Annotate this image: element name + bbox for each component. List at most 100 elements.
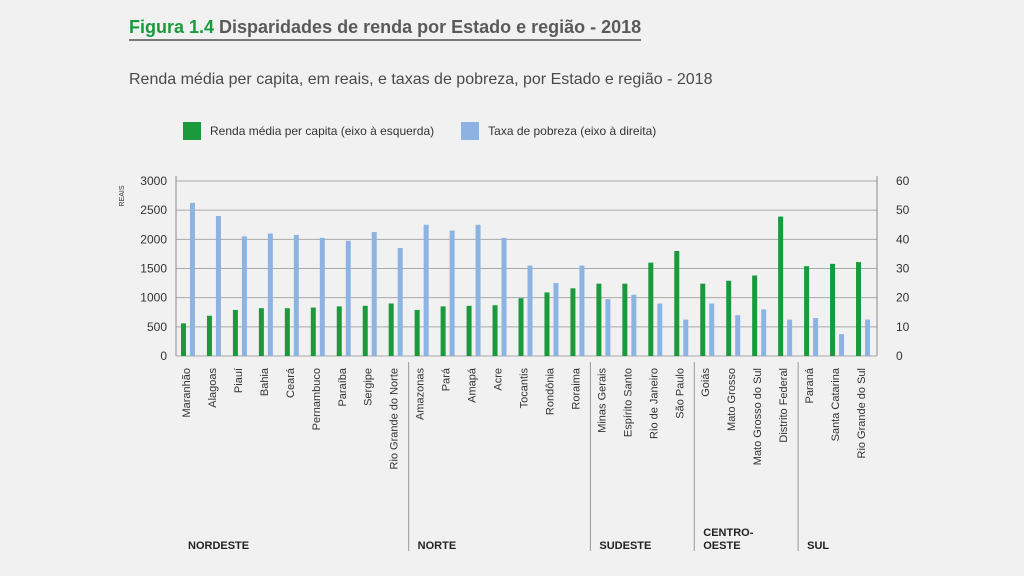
bar-poverty [683,319,689,356]
x-tick-label: Bahia [259,367,271,396]
bar-poverty [553,283,559,356]
bar-income [492,305,498,356]
x-tick-label: Santa Catarina [830,367,842,441]
x-tick-label: Ceará [285,367,297,398]
y-right-tick-label: 40 [896,232,910,246]
legend-item-poverty: Taxa de pobreza (eixo à direita) [461,122,656,140]
bar-poverty [579,265,585,356]
bar-income [596,283,602,356]
x-tick-label: Mato Grosso [726,368,738,431]
x-tick-label: Sergipe [363,368,375,406]
bar-income [544,292,550,356]
bar-poverty [631,294,637,356]
bar-income [258,308,264,356]
bar-income [570,288,576,356]
x-tick-label: Roraima [570,367,582,409]
y-left-tick-label: 3000 [140,174,167,188]
x-tick-label: Paraíba [337,367,349,406]
bar-income [856,262,862,356]
figure-title: Figura 1.4 Disparidades de renda por Esta… [129,17,642,41]
y-left-tick-label: 0 [160,349,167,363]
bar-poverty [319,237,325,356]
group-label: NORDESTE [188,540,249,552]
bar-poverty [735,315,741,356]
bar-income [284,308,290,356]
bar-poverty [397,248,403,356]
group-label: OESTE [703,540,740,552]
bar-poverty [501,237,507,356]
bar-poverty [293,234,299,356]
x-tick-label: Amazonas [415,368,427,420]
y-right-tick-label: 0 [896,349,903,363]
x-tick-label: São Paulo [674,368,686,419]
x-tick-label: Pará [441,367,453,391]
y-left-tick-label: 500 [147,320,167,334]
bar-poverty [371,232,377,356]
x-tick-label: Alagoas [207,368,219,408]
x-tick-label: Rio Grande do Sul [856,368,868,459]
bar-poverty [475,224,481,356]
x-tick-label: Acre [493,368,505,391]
y-right-tick-label: 10 [896,320,910,334]
bar-income [440,306,446,356]
bar-income [622,283,628,356]
bar-income [414,309,420,356]
x-tick-label: Rio de Janeiro [648,368,660,439]
bar-poverty [813,318,819,356]
y-left-tick-label: 2000 [140,232,167,246]
bar-poverty [865,319,871,356]
bar-poverty [709,303,715,356]
x-tick-label: Piauí [233,368,245,393]
bar-poverty [449,230,455,356]
y-left-tick-label: 1500 [140,262,167,276]
bar-poverty [267,233,273,356]
y-right-tick-label: 30 [896,262,910,276]
y-right-tick-label: 20 [896,291,910,305]
bar-income [232,309,238,356]
bar-income [700,283,706,356]
bar-income [310,307,316,356]
bar-poverty [605,299,611,356]
legend-item-income: Renda média per capita (eixo à esquerda) [183,122,434,140]
bar-income [362,305,368,356]
x-tick-label: Amapá [467,367,479,403]
group-label: NORTE [418,540,457,552]
x-tick-label: Espírito Santo [622,368,634,437]
legend-swatch-poverty [461,122,480,140]
x-tick-label: Goiás [700,368,712,397]
figure-title-text: Disparidades de renda por Estado e regiã… [219,17,642,37]
y-right-tick-label: 60 [896,174,910,188]
chart-legend: Renda média per capita (eixo à esquerda)… [183,122,683,140]
bar-poverty [761,309,767,356]
legend-label-income: Renda média per capita (eixo à esquerda) [210,124,435,138]
x-tick-label: Maranhão [181,368,193,418]
x-tick-label: Distrito Federal [778,368,790,443]
bar-income [648,262,654,356]
group-label: CENTRO- [703,527,753,539]
x-tick-label: Pernambuco [311,368,323,430]
group-label: SUL [807,540,829,552]
bar-poverty [839,334,845,356]
bar-income [752,275,758,356]
x-tick-label: Minas Gerais [596,368,608,433]
x-tick-label: Rio Grande do Norte [389,368,401,470]
legend-swatch-income [183,122,201,140]
x-tick-label: Tocantis [519,368,531,409]
x-tick-label: Rondônia [544,367,556,415]
y-left-tick-label: 2500 [140,203,167,217]
bar-poverty [189,202,195,356]
bar-income [804,266,810,356]
bar-poverty [241,236,247,356]
y-right-tick-label: 50 [896,203,910,217]
bar-poverty [657,303,663,356]
group-label: SUDESTE [599,540,651,552]
bar-income [778,216,784,356]
bar-income [830,263,836,356]
bar-poverty [787,319,793,356]
bar-income [466,305,472,356]
bar-poverty [215,216,221,356]
bar-income [180,323,186,356]
figure-label: Figura 1.4 [129,17,215,37]
y-axis-label: REAIS [119,185,126,206]
